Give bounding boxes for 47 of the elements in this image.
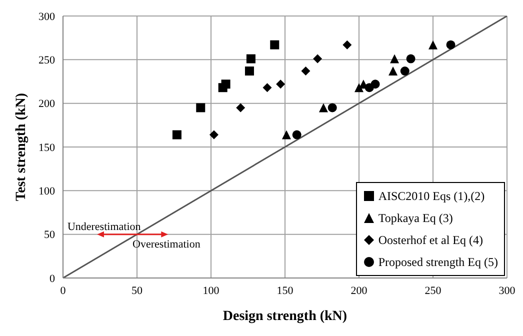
legend-label: AISC2010 Eqs (1),(2) — [378, 188, 485, 205]
annotation: Overestimation — [132, 238, 201, 250]
point — [388, 66, 398, 76]
point — [390, 54, 400, 64]
point — [292, 130, 302, 140]
point — [172, 130, 182, 140]
point — [244, 66, 254, 76]
point — [318, 103, 328, 112]
y-tick-label: 250 — [38, 54, 56, 67]
legend-label: Proposed strength Eq (5) — [378, 254, 498, 271]
point — [270, 40, 280, 50]
point — [328, 103, 337, 112]
point — [276, 80, 286, 89]
legend-label: Topkaya Eq (3) — [378, 210, 453, 227]
point — [370, 80, 380, 89]
x-tick-label: 50 — [132, 284, 143, 297]
point — [246, 54, 256, 64]
point — [262, 83, 272, 92]
point — [406, 54, 416, 64]
point — [428, 40, 438, 50]
y-tick-label: 150 — [38, 142, 56, 154]
point — [354, 83, 364, 92]
x-tick-label: 200 — [350, 284, 368, 297]
point — [196, 103, 206, 112]
y-tick-label: 200 — [38, 98, 56, 110]
point — [342, 40, 352, 50]
x-axis-title: Design strength (kN) — [222, 309, 348, 324]
point — [236, 103, 246, 112]
y-tick-label: 100 — [38, 186, 56, 198]
point — [446, 40, 456, 50]
y-tick-label: 50 — [44, 229, 56, 242]
point — [221, 80, 230, 89]
point — [400, 66, 410, 76]
y-tick-label: 300 — [38, 10, 56, 23]
legend-label: Oosterhof et al Eq (4) — [378, 232, 483, 249]
y-axis-title: Test strength (kN) — [14, 92, 29, 202]
y-tick-label: 0 — [50, 272, 56, 285]
point — [209, 130, 218, 140]
x-tick-label: 300 — [498, 284, 516, 297]
x-tick-label: 250 — [424, 284, 442, 297]
point — [282, 130, 291, 140]
x-tick-label: 0 — [60, 284, 66, 297]
x-tick-label: 100 — [202, 284, 220, 297]
annotation: Underestimation — [67, 220, 142, 233]
point — [301, 66, 310, 76]
x-tick-label: 150 — [276, 284, 294, 297]
point — [313, 54, 322, 64]
